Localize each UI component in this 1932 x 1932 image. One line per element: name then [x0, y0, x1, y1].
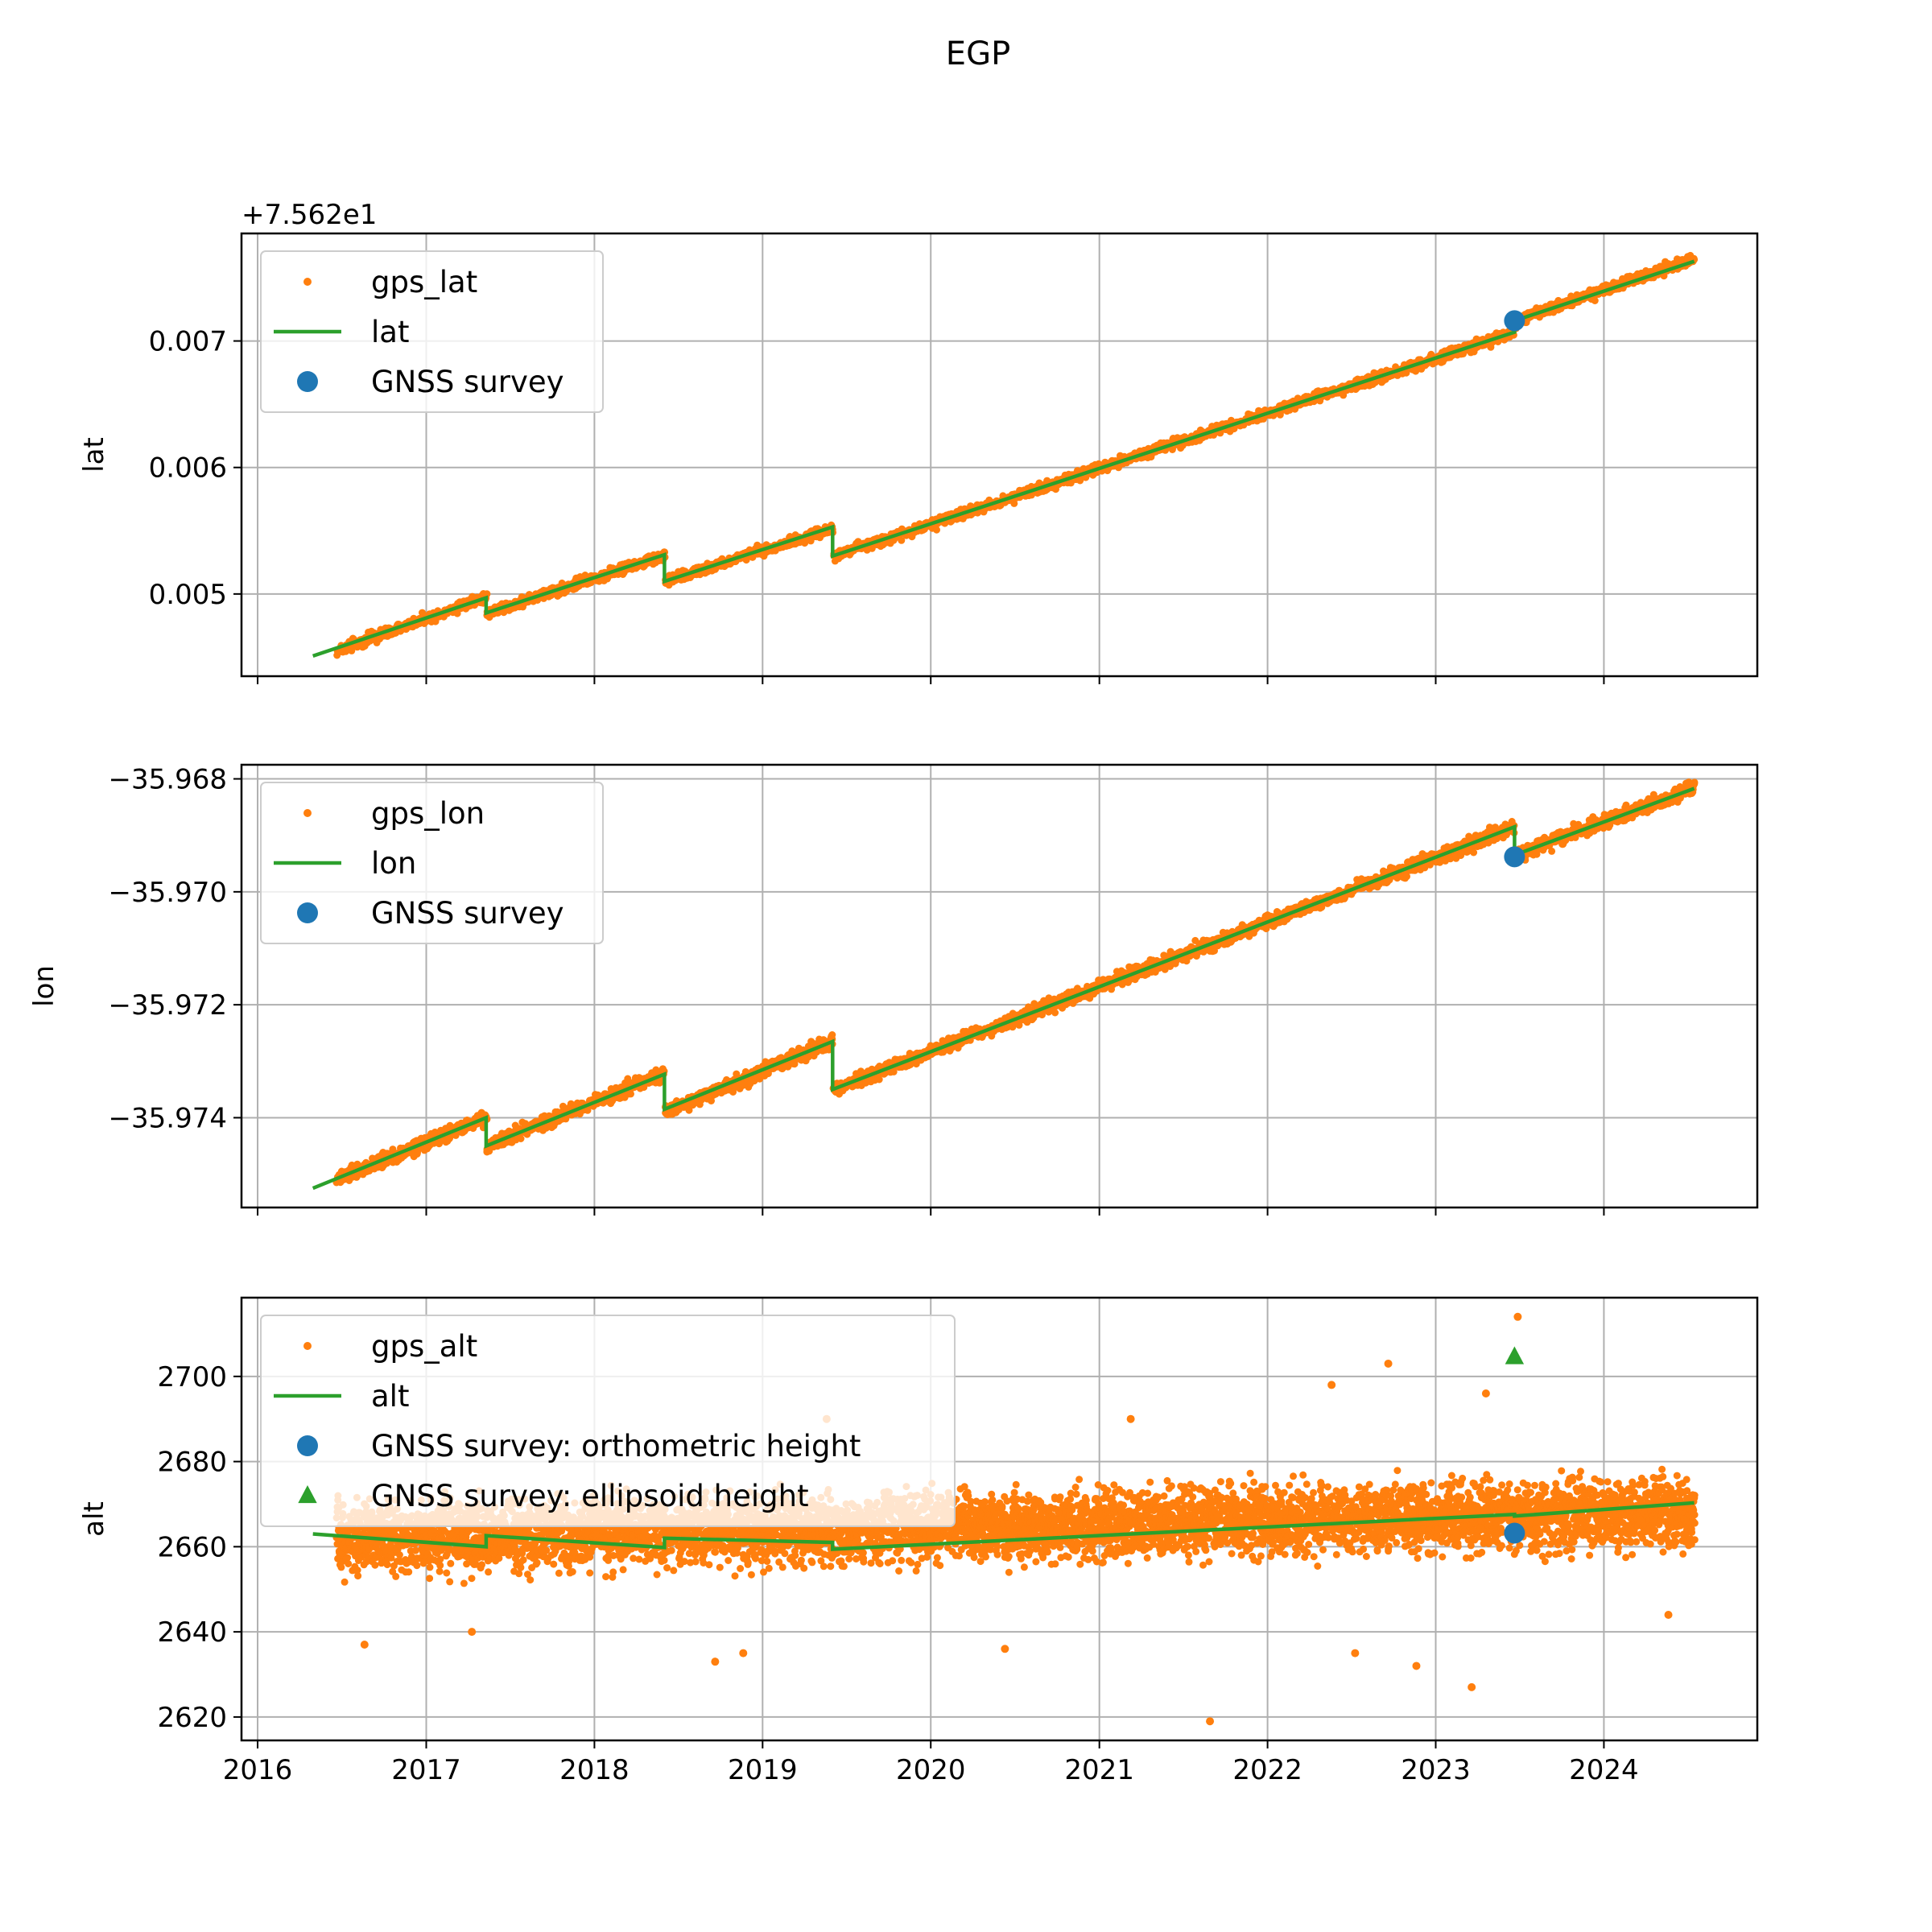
- y-tick-label: 0.006: [149, 452, 227, 485]
- y-axis-label: lat: [78, 437, 110, 473]
- data-point: [655, 1079, 663, 1087]
- y-tick-label: −35.972: [109, 989, 227, 1022]
- legend-label: lat: [371, 315, 409, 349]
- y-tick-label: −35.974: [109, 1102, 227, 1134]
- data-point: [453, 609, 461, 617]
- data-point: [1038, 1011, 1046, 1019]
- lon-panel: −35.974−35.972−35.970−35.968longps_lonlo…: [28, 764, 1759, 1216]
- legend-label: GNSS survey: [371, 365, 564, 399]
- data-point: [890, 1067, 898, 1075]
- y-tick-label: −35.970: [109, 877, 227, 909]
- y-tick-label: 0.007: [149, 326, 227, 358]
- plot-area: [312, 251, 1699, 659]
- y-tick-label: 0.005: [149, 579, 227, 611]
- data-point: [1051, 1009, 1059, 1017]
- plot-area: [312, 778, 1699, 1191]
- offset-text: +7.562e1: [242, 199, 377, 231]
- data-point: [1211, 947, 1218, 955]
- data-point: [348, 646, 356, 654]
- survey-marker: [1504, 310, 1525, 332]
- data-point: [791, 1060, 799, 1068]
- data-point: [898, 536, 906, 544]
- data-point: [708, 1097, 715, 1104]
- data-point: [584, 1106, 592, 1114]
- data-point: [627, 1090, 634, 1098]
- y-tick-label: −35.968: [109, 764, 227, 796]
- data-point: [517, 1135, 525, 1142]
- legend-label: gps_lat: [371, 265, 477, 299]
- legend-box: [260, 250, 604, 413]
- data-point: [875, 1075, 883, 1084]
- legend-marker-swatch: [303, 278, 312, 286]
- figure-title: EGP: [946, 35, 1010, 72]
- legend-marker-swatch: [297, 371, 318, 392]
- axes-frame: [240, 232, 1759, 678]
- data-point: [933, 526, 940, 534]
